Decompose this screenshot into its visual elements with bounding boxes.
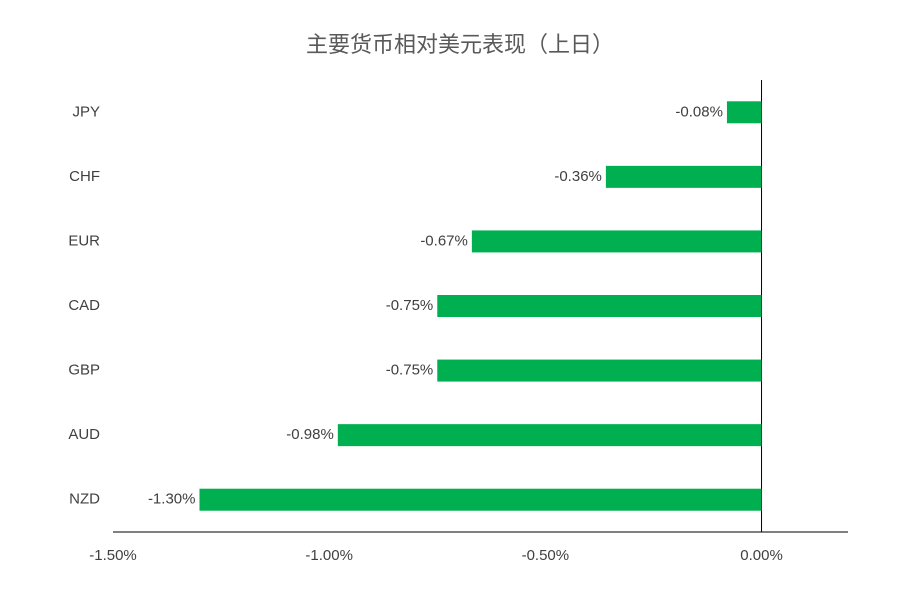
value-label: -0.67% (420, 232, 468, 249)
bar (726, 101, 762, 124)
y-tick-label: NZD (69, 491, 100, 508)
x-tick-label: 0.00% (740, 547, 783, 564)
y-tick-label: JPY (72, 103, 100, 120)
value-label: -0.75% (386, 362, 434, 379)
y-tick-label: EUR (68, 232, 100, 249)
bar (471, 230, 762, 253)
y-tick-label: GBP (68, 362, 100, 379)
chart-title: 主要货币相对美元表现（上日） (306, 32, 614, 57)
y-tick-label: CAD (68, 297, 100, 314)
value-label: -0.08% (675, 103, 723, 120)
value-label: -0.75% (386, 297, 434, 314)
value-label: -0.98% (286, 426, 334, 443)
value-label: -1.30% (148, 491, 196, 508)
x-tick-label: -1.50% (89, 547, 137, 564)
y-tick-label: AUD (68, 426, 100, 443)
bar (437, 295, 762, 317)
bar (199, 488, 762, 511)
x-tick-label: -1.00% (305, 547, 353, 564)
y-tick-label: CHF (69, 168, 100, 185)
bar (437, 359, 762, 382)
value-label: -0.36% (554, 168, 602, 185)
x-tick-label: -0.50% (522, 547, 570, 564)
bar (605, 165, 762, 188)
bar (337, 424, 762, 447)
